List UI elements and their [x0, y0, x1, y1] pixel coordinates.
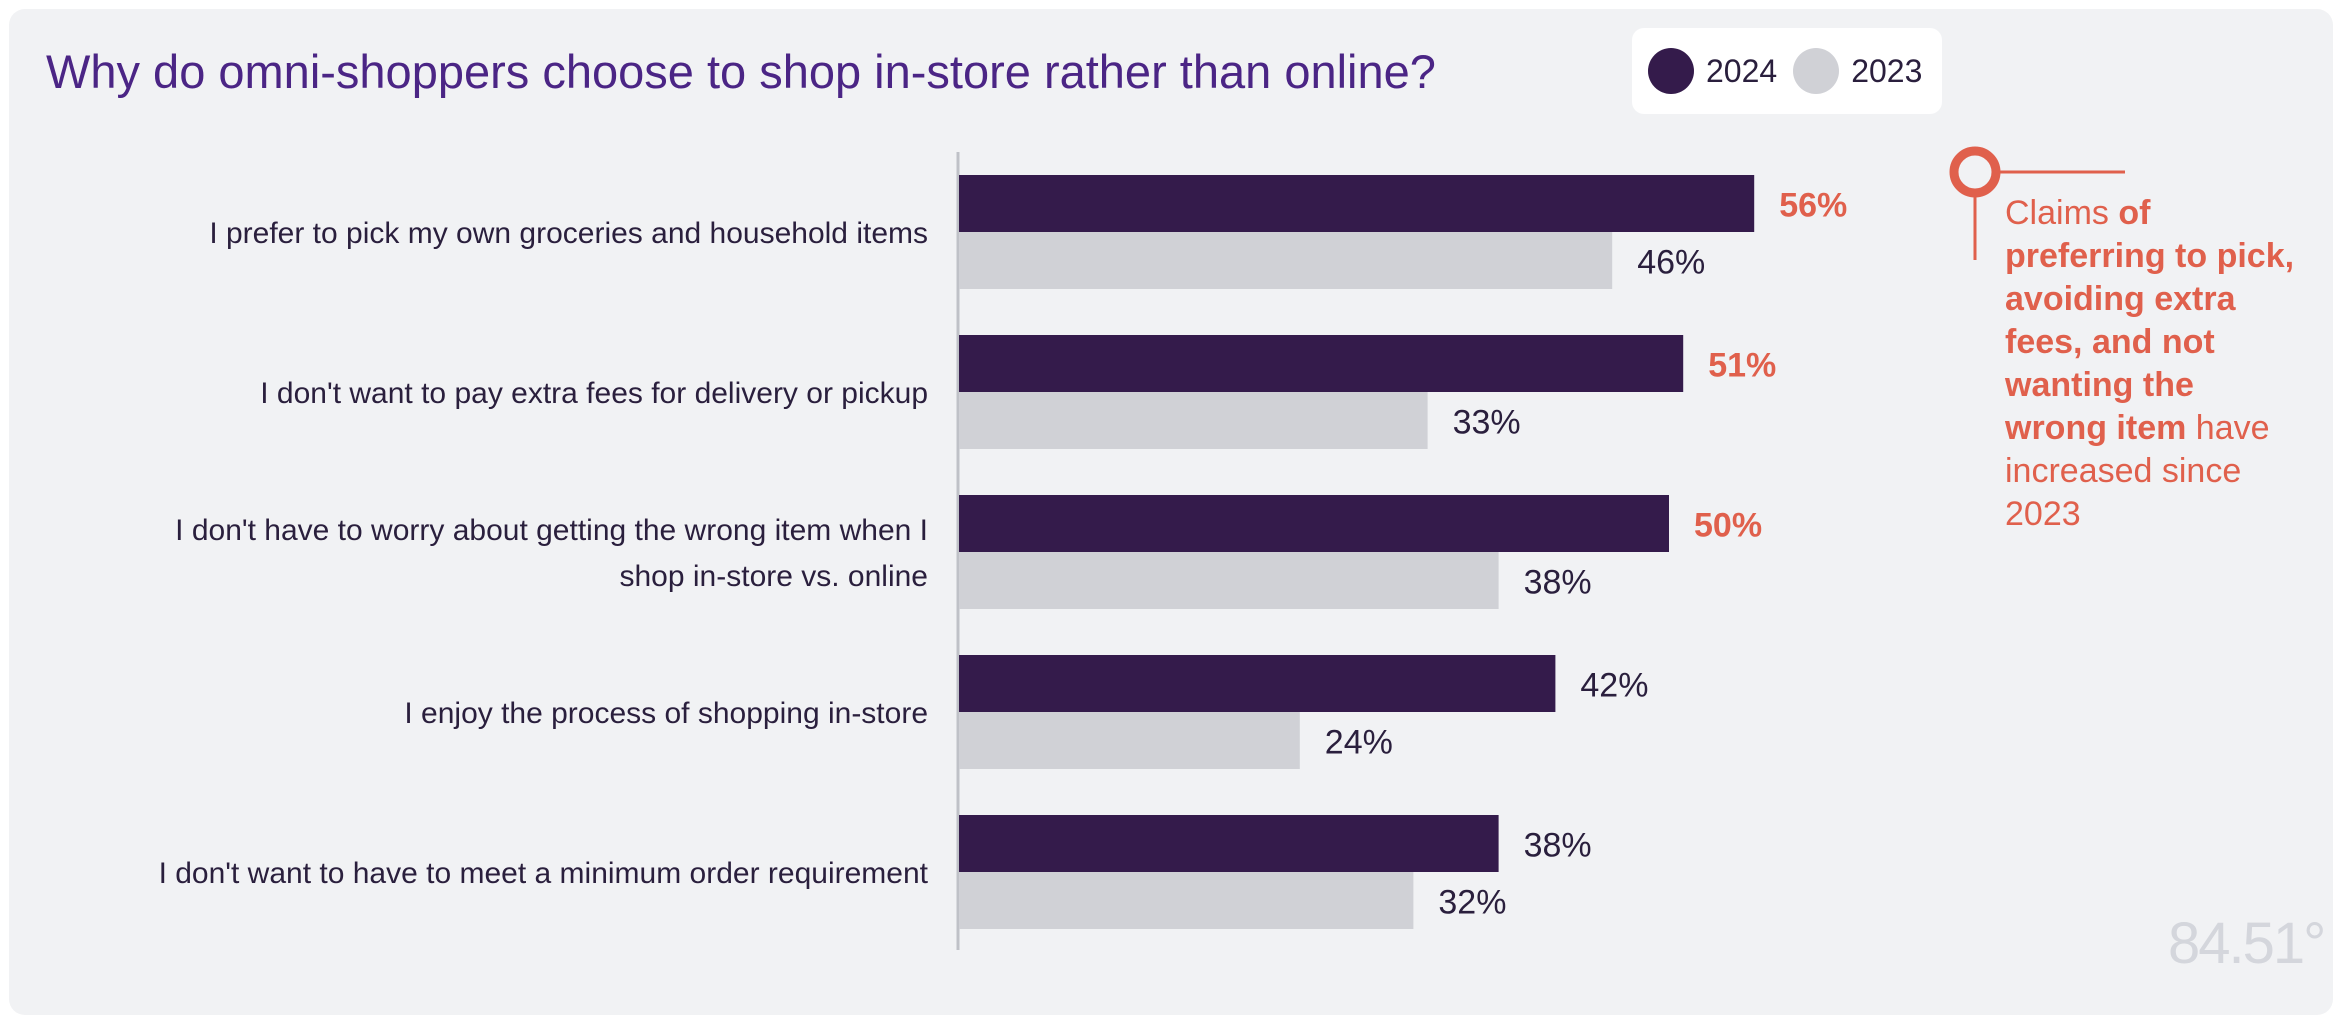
legend-swatch-2024: [1648, 48, 1694, 94]
bar-2024-3: [959, 495, 1669, 552]
data-label-2024-3: 50%: [1694, 507, 1762, 545]
category-label-3-line-1: I don't have to worry about getting the …: [175, 514, 928, 547]
category-label-2: I don't want to pay extra fees for deliv…: [260, 377, 928, 410]
bar-2023-3: [959, 552, 1499, 609]
category-label-3-line-2: shop in-store vs. online: [620, 560, 929, 593]
annotation-part-1: Claims: [2005, 194, 2119, 232]
legend-label-2024: 2024: [1706, 52, 1778, 89]
annotation-part-2: of preferring to pick, avoiding extra fe…: [2005, 194, 2295, 447]
annotation-marker: [1949, 146, 2125, 260]
bar-2024-1: [959, 175, 1755, 232]
legend-label-2023: 2023: [1851, 52, 1923, 89]
bar-2023-2: [959, 392, 1428, 449]
data-label-2023-2: 33%: [1453, 404, 1521, 442]
bar-2023-4: [959, 712, 1300, 769]
category-label-4: I enjoy the process of shopping in-store: [404, 697, 928, 730]
data-label-2023-1: 46%: [1637, 244, 1705, 282]
brand-logo: 84.51°: [2168, 911, 2326, 976]
data-label-2023-3: 38%: [1524, 564, 1592, 602]
bar-2023-5: [959, 872, 1414, 929]
annotation-part-3: have increased since 2023: [2005, 409, 2270, 533]
legend: 2024 2023: [1632, 28, 1942, 114]
data-label-2024-5: 38%: [1524, 827, 1592, 865]
legend-item-2024: 2024: [1648, 48, 1777, 94]
annotation-text: Claims of preferring to pick, avoiding e…: [2005, 192, 2305, 536]
data-label-2024-1: 56%: [1779, 187, 1847, 225]
legend-swatch-2023: [1793, 48, 1840, 94]
bar-2024-5: [959, 815, 1499, 872]
category-label-5: I don't want to have to meet a minimum o…: [159, 857, 929, 890]
data-label-2023-4: 24%: [1325, 724, 1393, 762]
category-label-1: I prefer to pick my own groceries and ho…: [209, 217, 928, 250]
legend-item-2023: 2023: [1793, 48, 1922, 94]
bar-2023-1: [959, 232, 1613, 289]
bar-2024-4: [959, 655, 1556, 712]
bar-2024-2: [959, 335, 1684, 392]
annotation-circle-icon: [1949, 146, 2001, 198]
data-label-2024-4: 42%: [1580, 667, 1648, 705]
data-label-2023-5: 32%: [1438, 884, 1506, 922]
data-label-2024-2: 51%: [1708, 347, 1776, 385]
chart-title: Why do omni-shoppers choose to shop in-s…: [46, 45, 1436, 98]
